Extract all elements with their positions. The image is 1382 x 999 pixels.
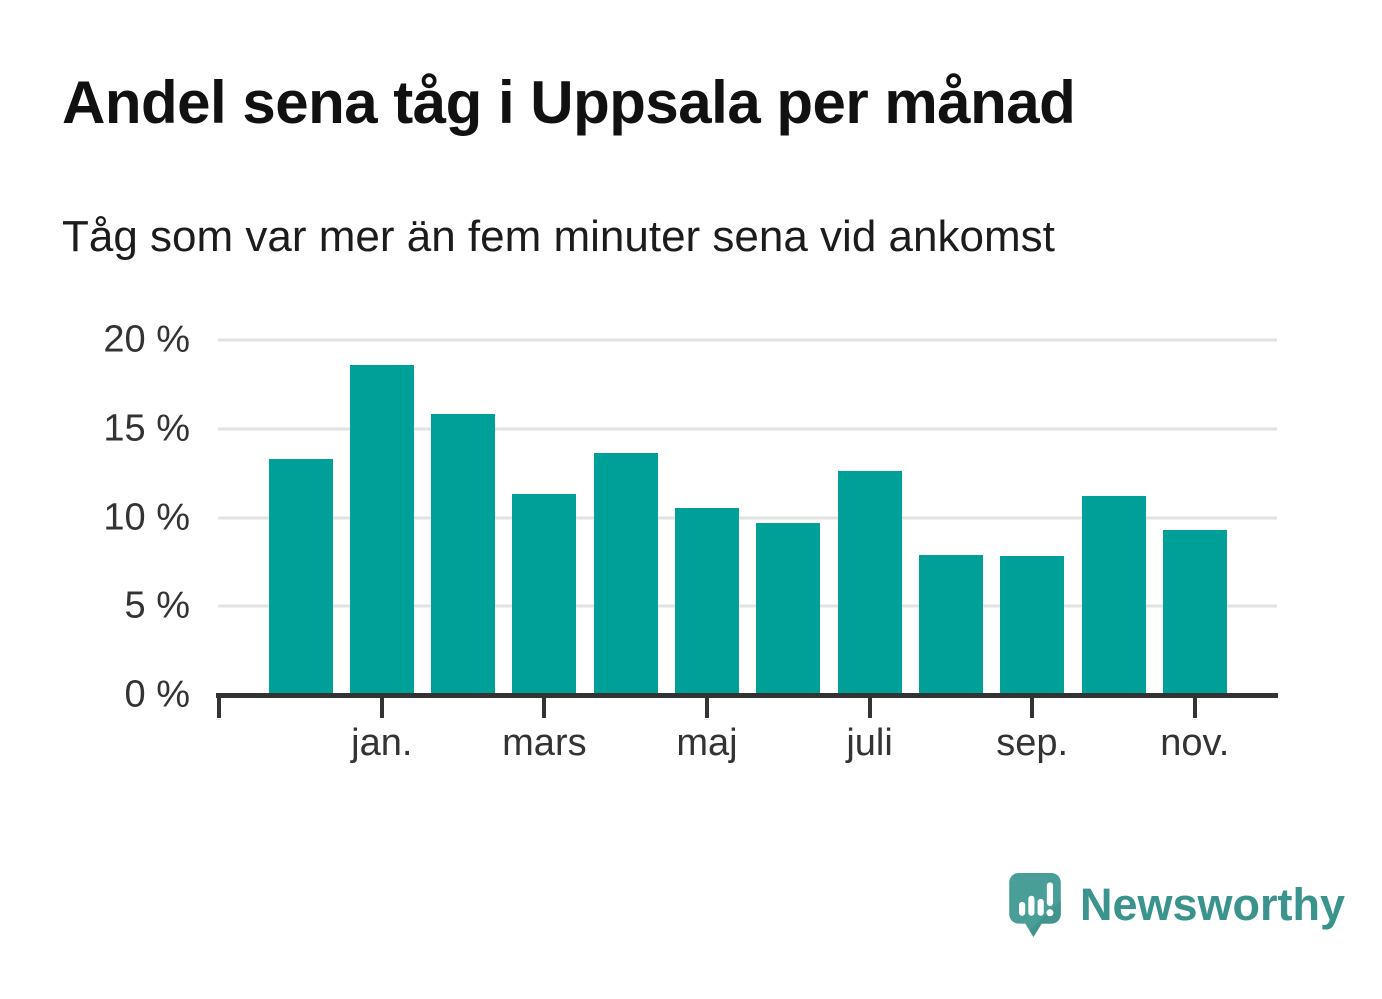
x-axis-tick <box>1030 696 1035 718</box>
bar-juni <box>756 522 821 695</box>
y-axis-label-15: 15 % <box>103 407 190 450</box>
x-axis-label-sep: sep. <box>996 722 1069 764</box>
x-axis-label-maj: maj <box>676 722 738 764</box>
newsworthy-logo: Newsworthy <box>1008 872 1345 938</box>
x-axis-tick <box>217 696 222 718</box>
bar-nov. <box>1162 529 1227 695</box>
newsworthy-logo-icon <box>1009 873 1061 937</box>
chart-subtitle: Tåg som var mer än fem minuter sena vid … <box>62 212 1055 261</box>
x-axis-label-mars: mars <box>502 722 587 764</box>
gridline-10 <box>218 516 1277 519</box>
y-axis-label-5: 5 % <box>124 584 190 627</box>
gridline-5 <box>218 604 1277 608</box>
bar-feb. <box>431 414 496 695</box>
x-axis-label-jan: jan. <box>351 722 413 764</box>
x-axis-label-juli: juli <box>846 722 893 764</box>
newsworthy-logo-text: Newsworthy <box>1080 879 1346 930</box>
bar-aug. <box>918 554 983 695</box>
chart-title: Andel sena tåg i Uppsala per månad <box>62 69 1076 136</box>
y-axis-label-0: 0 % <box>124 673 190 716</box>
x-axis-tick <box>542 696 547 718</box>
bar-juli <box>837 471 902 695</box>
gridline-15 <box>218 427 1277 431</box>
bar-okt. <box>1081 495 1146 695</box>
x-axis-tick <box>867 696 872 718</box>
bar-jan. <box>349 364 414 695</box>
bar-mars <box>512 494 577 695</box>
x-axis-tick <box>705 696 709 718</box>
gridline-20 <box>218 338 1277 342</box>
x-axis-label-nov: nov. <box>1160 722 1230 764</box>
bar-apr. <box>593 453 658 695</box>
bar-sep. <box>1000 556 1065 695</box>
y-axis-label-20: 20 % <box>103 318 190 361</box>
plot-area <box>218 338 1277 695</box>
x-axis-tick <box>1192 696 1197 718</box>
bar-maj <box>675 508 739 695</box>
bar-dec. <box>268 458 333 695</box>
x-axis-tick <box>379 696 384 718</box>
x-axis-line <box>216 693 1278 698</box>
y-axis-label-10: 10 % <box>103 496 190 538</box>
